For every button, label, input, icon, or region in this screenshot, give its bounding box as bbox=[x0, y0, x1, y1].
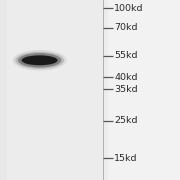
Ellipse shape bbox=[15, 52, 64, 69]
Bar bbox=[0, 0, 108, 180]
Text: 70kd: 70kd bbox=[114, 23, 138, 32]
Ellipse shape bbox=[22, 55, 58, 65]
Text: 40kd: 40kd bbox=[114, 73, 138, 82]
Text: 15kd: 15kd bbox=[114, 154, 138, 163]
Bar bbox=[108, 0, 180, 180]
Text: 25kd: 25kd bbox=[114, 116, 138, 125]
Text: 55kd: 55kd bbox=[114, 51, 138, 60]
Text: 35kd: 35kd bbox=[114, 85, 138, 94]
Bar bbox=[7, 0, 108, 180]
Text: 100kd: 100kd bbox=[114, 4, 144, 13]
Ellipse shape bbox=[18, 53, 61, 68]
Ellipse shape bbox=[13, 50, 67, 71]
